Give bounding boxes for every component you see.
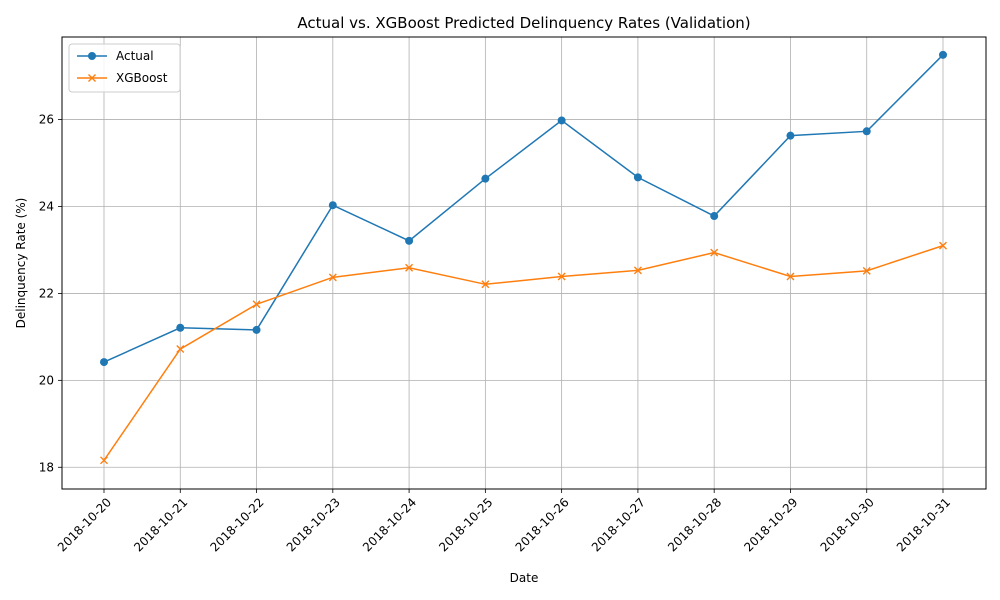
- y-tick-label: 18: [39, 460, 54, 474]
- legend: Actual XGBoost: [68, 43, 181, 93]
- data-point-actual: [252, 325, 261, 334]
- series-layer: [100, 50, 947, 465]
- data-point-xgboost: [176, 345, 185, 354]
- data-point-xgboost: [405, 263, 414, 272]
- series-line-xgboost: [103, 244, 944, 461]
- series-xgboost: [100, 241, 947, 465]
- grid-lines: [62, 37, 986, 489]
- legend-label-xgboost: XGBoost: [116, 71, 168, 85]
- data-point-xgboost: [481, 280, 490, 289]
- x-tick-label: 2018-10-21: [131, 495, 190, 554]
- y-tick-label: 26: [39, 113, 54, 127]
- x-tick-label: 2018-10-25: [436, 495, 495, 554]
- legend-marker-xgboost: [88, 74, 96, 82]
- series-line-actual: [103, 54, 944, 363]
- data-point-xgboost: [633, 266, 642, 275]
- data-point-xgboost: [328, 273, 337, 282]
- x-tick-label: 2018-10-31: [894, 495, 953, 554]
- data-point-xgboost: [252, 300, 261, 309]
- legend-item-xgboost: XGBoost: [77, 71, 168, 85]
- chart-title: Actual vs. XGBoost Predicted Delinquency…: [297, 14, 750, 32]
- data-point-actual: [328, 201, 337, 210]
- data-point-actual: [862, 127, 871, 136]
- data-point-xgboost: [710, 248, 719, 257]
- x-tick-label: 2018-10-28: [665, 495, 724, 554]
- y-axis: 18 20 22 24 26: [39, 113, 62, 474]
- y-axis-title: Delinquency Rate (%): [14, 198, 28, 329]
- data-point-actual: [786, 131, 795, 140]
- data-point-xgboost: [557, 272, 566, 281]
- y-tick-label: 20: [39, 373, 54, 387]
- x-tick-label: 2018-10-30: [818, 495, 877, 554]
- x-tick-label: 2018-10-23: [284, 495, 343, 554]
- data-point-xgboost: [862, 266, 871, 275]
- x-tick-label: 2018-10-22: [207, 495, 266, 554]
- legend-label-actual: Actual: [116, 49, 154, 63]
- x-tick-label: 2018-10-27: [589, 495, 648, 554]
- data-point-xgboost: [786, 272, 795, 281]
- y-tick-label: 22: [39, 286, 54, 300]
- data-point-actual: [710, 212, 719, 221]
- x-axis: 2018-10-20 2018-10-21 2018-10-22 2018-10-23…: [55, 489, 953, 554]
- data-point-actual: [633, 173, 642, 182]
- data-point-actual: [100, 358, 108, 367]
- x-tick-label: 2018-10-29: [741, 495, 800, 554]
- x-tick-label: 2018-10-24: [360, 495, 419, 554]
- legend-item-actual: Actual: [77, 49, 154, 63]
- data-point-xgboost: [939, 241, 947, 250]
- data-point-actual: [176, 323, 185, 332]
- plot-area: [61, 36, 987, 490]
- x-axis-title: Date: [510, 571, 539, 585]
- data-point-actual: [939, 50, 947, 59]
- data-point-actual: [481, 174, 490, 183]
- legend-marker-actual: [88, 52, 96, 60]
- data-point-xgboost: [100, 456, 108, 465]
- y-tick-label: 24: [39, 200, 54, 214]
- data-point-actual: [405, 236, 414, 245]
- data-point-actual: [557, 116, 566, 125]
- x-tick-label: 2018-10-20: [55, 495, 114, 554]
- x-tick-label: 2018-10-26: [513, 495, 572, 554]
- series-actual: [100, 50, 947, 367]
